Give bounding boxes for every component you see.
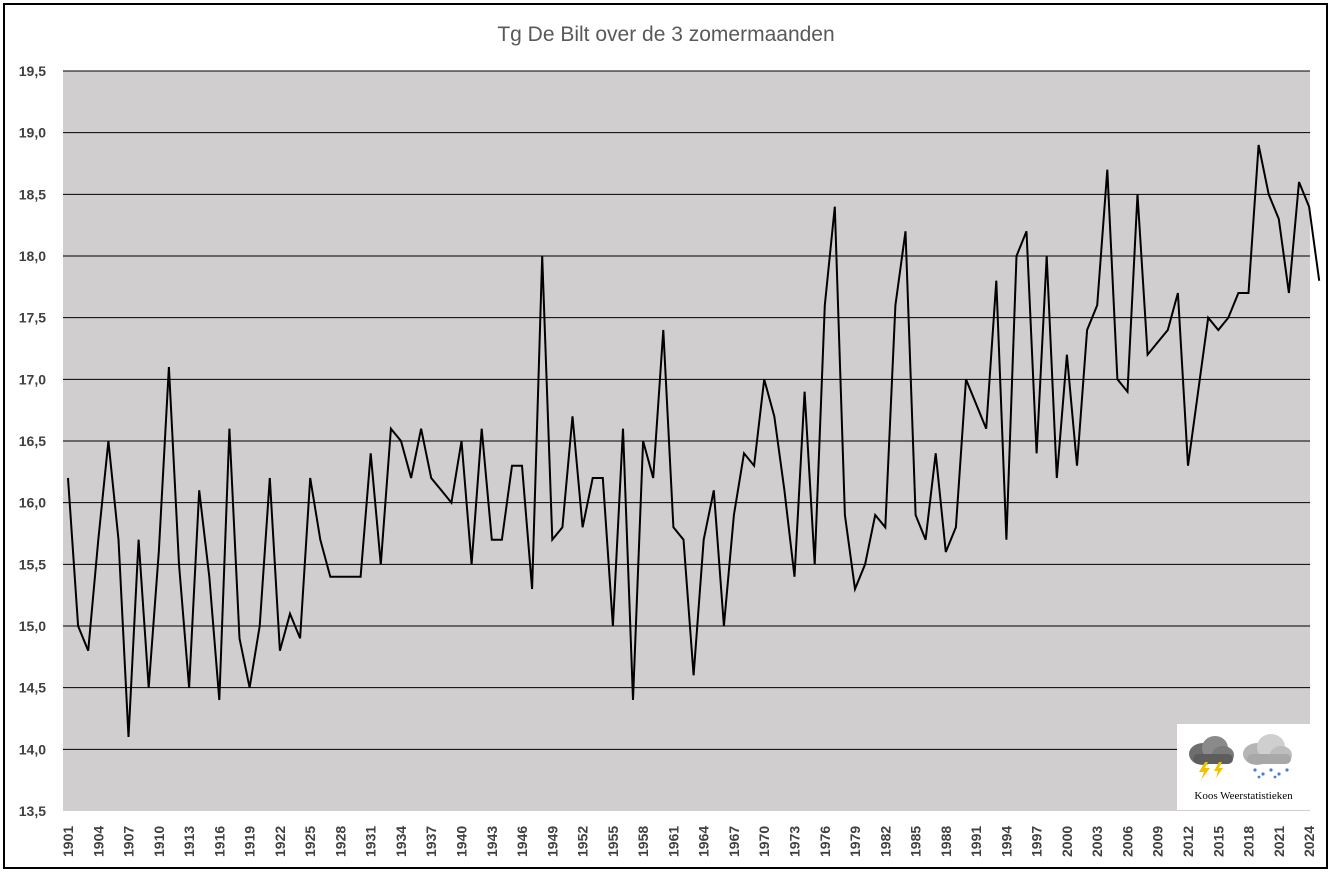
x-tick-label: 1934	[393, 826, 409, 857]
weather-icons	[1189, 734, 1292, 780]
y-tick-label: 17,5	[19, 310, 46, 326]
x-tick-label: 1925	[302, 826, 318, 857]
x-tick-label: 1979	[847, 826, 863, 857]
y-tick-label: 18,5	[19, 186, 46, 202]
y-tick-label: 17,0	[19, 371, 46, 387]
x-tick-label: 1967	[726, 826, 742, 857]
y-tick-label: 16,5	[19, 433, 46, 449]
x-tick-label: 1982	[877, 826, 893, 857]
logo-text: Koos Weerstatistieken	[1194, 790, 1293, 802]
x-tick-label: 1928	[332, 826, 348, 857]
x-tick-label: 1913	[181, 826, 197, 857]
x-tick-label: 2009	[1150, 826, 1166, 857]
snow-cloud-icon	[1243, 734, 1292, 779]
chart-title: Tg De Bilt over de 3 zomermaanden	[497, 23, 834, 46]
y-tick-label: 19,0	[19, 125, 46, 141]
y-tick-label: 15,0	[19, 618, 46, 634]
y-tick-label: 14,5	[19, 680, 46, 696]
y-tick-label: 16,0	[19, 495, 46, 511]
x-tick-label: 1907	[121, 826, 137, 857]
x-tick-label: 1919	[242, 826, 258, 857]
x-tick-label: 1988	[938, 826, 954, 857]
x-axis-ticks: 1901 1904 1907 1910 1913 1916 1919 1922 1925 1928…	[60, 826, 1317, 857]
x-tick-label: 2018	[1241, 826, 1257, 857]
x-tick-label: 1985	[908, 826, 924, 857]
x-tick-label: 1970	[756, 826, 772, 857]
x-tick-label: 2021	[1271, 826, 1287, 857]
x-tick-label: 2000	[1059, 826, 1075, 857]
x-tick-label: 2003	[1089, 826, 1105, 857]
x-tick-label: 1916	[211, 826, 227, 857]
x-tick-label: 1961	[665, 826, 681, 857]
x-tick-label: 1922	[272, 826, 288, 857]
x-tick-label: 1910	[151, 826, 167, 857]
y-tick-label: 18,0	[19, 248, 46, 264]
y-tick-label: 13,5	[19, 803, 46, 819]
x-tick-label: 1940	[454, 826, 470, 857]
series-line	[67, 144, 1321, 738]
x-tick-label: 1937	[423, 826, 439, 857]
x-tick-label: 1955	[605, 826, 621, 857]
x-tick-label: 1997	[1029, 826, 1045, 857]
x-tick-label: 1904	[90, 826, 106, 857]
x-tick-label: 1973	[786, 826, 802, 857]
x-tick-label: 2015	[1210, 826, 1226, 857]
x-tick-label: 1943	[484, 826, 500, 857]
thunderstorm-cloud-icon	[1189, 736, 1234, 780]
x-tick-label: 1976	[817, 826, 833, 857]
y-tick-label: 19,5	[19, 63, 46, 79]
x-tick-label: 1946	[514, 826, 530, 857]
x-tick-label: 1994	[998, 826, 1014, 857]
x-tick-label: 1901	[60, 826, 76, 857]
x-tick-label: 2006	[1119, 826, 1135, 857]
x-tick-label: 1952	[575, 826, 591, 857]
x-tick-label: 1991	[968, 826, 984, 857]
y-axis-ticks: 13,5 14,0 14,5 15,0 15,5 16,0 16,5 17,0 17,5 18,0…	[19, 63, 46, 819]
y-tick-label: 15,5	[19, 556, 46, 572]
x-tick-label: 1964	[696, 826, 712, 857]
x-tick-label: 1958	[635, 826, 651, 857]
x-tick-label: 1931	[363, 826, 379, 857]
x-tick-label: 1949	[544, 826, 560, 857]
gridlines	[63, 70, 1310, 750]
x-tick-label: 2024	[1301, 826, 1317, 857]
y-tick-label: 14,0	[19, 741, 46, 757]
logo-box: Koos Weerstatistieken	[1177, 724, 1310, 810]
x-tick-label: 2012	[1180, 826, 1196, 857]
